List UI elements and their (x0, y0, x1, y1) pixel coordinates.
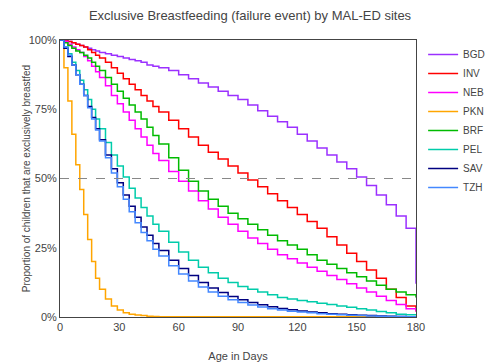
svg-text:50%: 50% (35, 172, 57, 184)
svg-text:100%: 100% (29, 34, 57, 46)
svg-text:BRF: BRF (463, 125, 483, 136)
svg-text:75%: 75% (35, 103, 57, 115)
svg-text:PEL: PEL (463, 144, 482, 155)
svg-text:90: 90 (232, 321, 244, 333)
svg-text:0%: 0% (41, 311, 57, 323)
svg-text:180: 180 (407, 321, 425, 333)
svg-text:120: 120 (288, 321, 306, 333)
svg-text:SAV: SAV (463, 163, 483, 174)
svg-text:Exclusive Breastfeeding (failu: Exclusive Breastfeeding (failure event) … (89, 8, 412, 23)
svg-text:TZH: TZH (463, 182, 482, 193)
svg-text:0: 0 (57, 321, 63, 333)
svg-text:BGD: BGD (463, 49, 485, 60)
svg-text:60: 60 (173, 321, 185, 333)
svg-text:INV: INV (463, 68, 480, 79)
svg-text:PKN: PKN (463, 106, 484, 117)
svg-text:Age in Days: Age in Days (208, 350, 268, 362)
svg-text:150: 150 (347, 321, 365, 333)
svg-text:25%: 25% (35, 242, 57, 254)
svg-text:30: 30 (113, 321, 125, 333)
svg-text:Proportion of children that ar: Proportion of children that are exclusiv… (21, 65, 32, 292)
svg-text:NEB: NEB (463, 87, 484, 98)
